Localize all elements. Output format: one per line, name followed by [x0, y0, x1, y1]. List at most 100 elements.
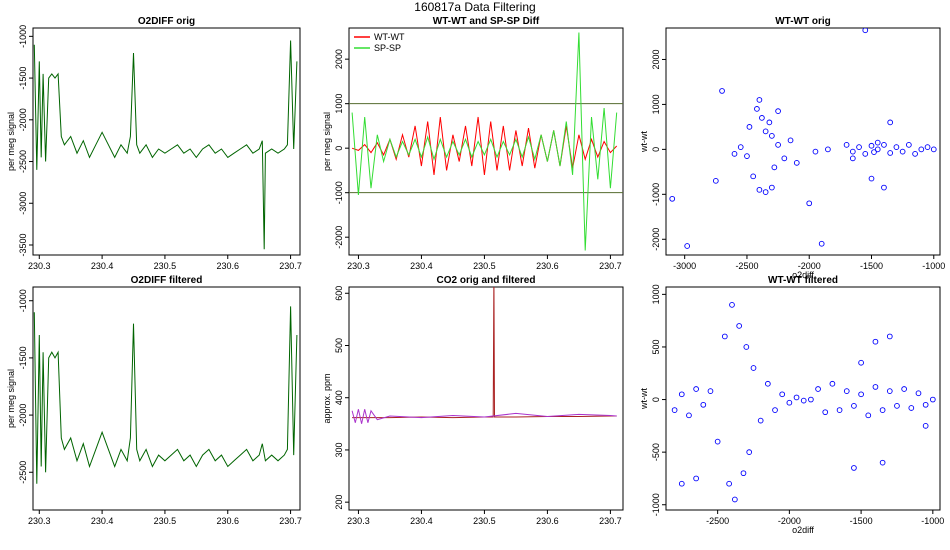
- p3-point: [737, 144, 744, 150]
- p6-point: [858, 359, 864, 366]
- p2-panel: WT-WT and SP-SP Diff 230.3 230.4 230.5 230.6…: [322, 16, 624, 271]
- p3-point: [769, 184, 775, 191]
- p2-legend-box: [350, 29, 406, 55]
- p2-series-1-line: [351, 32, 618, 251]
- p3-ylabel: wt-wt: [639, 131, 649, 153]
- p3-ytick-label: 1000: [651, 94, 661, 114]
- p4-xtick-label: 230.5: [154, 516, 177, 526]
- p2-xtick-label: 230.7: [599, 261, 622, 271]
- p5-title: CO2 orig and filtered: [437, 275, 536, 286]
- p1-ytick-label: -3500: [18, 233, 28, 256]
- p3-xtick-label: -2500: [735, 261, 758, 271]
- p3-point: [906, 142, 912, 148]
- p3-point: [771, 164, 778, 171]
- p6-frame: [665, 286, 941, 511]
- p6-point: [879, 459, 886, 466]
- p6-point: [822, 409, 829, 416]
- p6-point: [757, 417, 764, 424]
- p5-ytick-label: 200: [334, 495, 344, 510]
- p6-point: [800, 397, 807, 404]
- p4-marks: [33, 306, 298, 484]
- p1-xtick-label: 230.3: [28, 261, 51, 271]
- p1-panel: O2DIFF orig 230.3 230.4 230.5 230.6 230.7 -350…: [6, 16, 302, 271]
- p3-point: [825, 146, 831, 153]
- p3-ytick-label: -2000: [651, 228, 661, 251]
- p3-title: WT-WT orig: [775, 16, 831, 27]
- p3-point: [754, 106, 760, 112]
- p1-xtick-label: 230.6: [216, 261, 239, 271]
- p6-ytick-label: -1000: [651, 493, 661, 516]
- p3-point: [849, 155, 856, 162]
- p5-series-1-line: [351, 409, 617, 424]
- p3-point: [874, 139, 881, 146]
- p6-point: [843, 388, 850, 394]
- p1-ytick-label: -2000: [18, 108, 28, 131]
- p3-point: [868, 175, 875, 182]
- p3-point: [769, 133, 775, 139]
- p6-point: [793, 394, 800, 401]
- p6-point: [772, 407, 778, 413]
- p6-point: [671, 407, 678, 413]
- p6-point: [901, 386, 907, 392]
- p6-point: [686, 412, 692, 419]
- p6-point: [922, 422, 929, 429]
- p6-point: [886, 388, 893, 394]
- p3-point: [793, 160, 800, 166]
- p3-point: [930, 146, 937, 153]
- p3-point: [856, 144, 862, 150]
- p2-xtick-label: 230.3: [347, 261, 370, 271]
- p2-ytick-label: -1000: [334, 181, 344, 204]
- p3-point: [766, 119, 773, 126]
- p6-point: [851, 403, 857, 409]
- p3-point: [759, 115, 765, 121]
- p1-xtick-label: 230.5: [154, 261, 177, 271]
- p1-ytick-label: -1000: [18, 25, 28, 48]
- p3-point: [899, 148, 906, 155]
- p3-point: [812, 148, 819, 155]
- p5-marks: [351, 287, 617, 424]
- p3-point: [862, 151, 869, 157]
- p4-xtick-label: 230.3: [28, 516, 51, 526]
- p6-point: [836, 407, 843, 413]
- p6-point: [726, 480, 732, 487]
- p2-xtick-label: 230.5: [473, 261, 496, 271]
- p6-point: [872, 384, 879, 390]
- p6-marks: [671, 302, 936, 503]
- p3-ytick-label: -1000: [651, 183, 661, 206]
- p3-point: [818, 240, 825, 247]
- p6-ytick-label: 0: [651, 397, 661, 402]
- p2-legend-label: WT-WT: [374, 32, 405, 42]
- p4-ytick-label: -2500: [18, 461, 28, 484]
- p3-point: [669, 195, 676, 202]
- p5-xtick-label: 230.7: [599, 516, 622, 526]
- p3-point: [924, 144, 931, 150]
- p5-xtick-label: 230.6: [536, 516, 559, 526]
- p3-frame: [665, 27, 941, 256]
- p6-point: [765, 380, 771, 387]
- p6-point: [908, 405, 915, 411]
- p3-point: [862, 28, 869, 34]
- p2-xtick-label: 230.4: [410, 261, 433, 271]
- p3-point: [781, 155, 788, 162]
- p1-ytick-label: -2500: [18, 150, 28, 173]
- p2-ytick-label: 0: [334, 146, 344, 151]
- p6-point: [808, 396, 814, 403]
- p4-xtick-label: 230.4: [91, 516, 114, 526]
- p4-series-0-line: [33, 306, 298, 484]
- p6-point: [714, 438, 721, 445]
- p5-ytick-label: 300: [334, 442, 344, 457]
- p3-point: [871, 149, 877, 155]
- p5-xtick-label: 230.5: [473, 516, 496, 526]
- p4-xtick-label: 230.7: [279, 516, 302, 526]
- p1-ytick-label: -3000: [18, 192, 28, 215]
- p5-ytick-label: 500: [334, 338, 344, 353]
- p1-frame: [32, 27, 301, 256]
- p3-point: [762, 189, 769, 195]
- p3-point: [912, 151, 918, 157]
- p1-marks: [33, 40, 298, 250]
- p3-panel: WT-WT orig -3000 -2500 -2000 -1500 -1000 -2000…: [639, 16, 945, 280]
- p6-point: [740, 470, 747, 477]
- p3-point: [731, 151, 738, 157]
- p5-panel: CO2 orig and filtered 230.3 230.4 230.5 230.…: [322, 275, 624, 526]
- p5-xtick-label: 230.3: [347, 516, 370, 526]
